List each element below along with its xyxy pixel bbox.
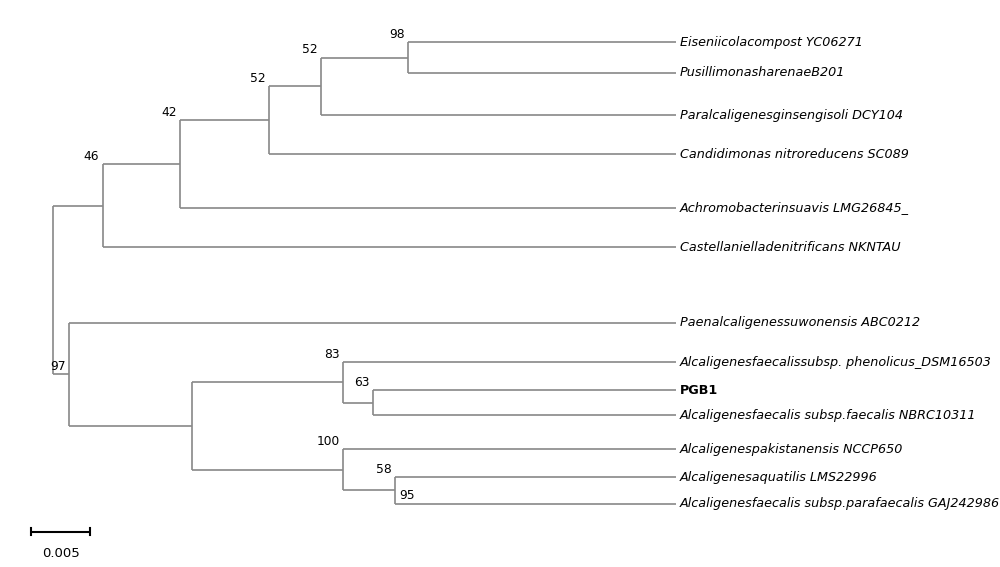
Text: 0.005: 0.005	[42, 547, 79, 560]
Text: Castellanielladenitrificans NKNTAU: Castellanielladenitrificans NKNTAU	[680, 240, 901, 253]
Text: Alcaligenesfaecalissubsp. phenolicus_DSM16503: Alcaligenesfaecalissubsp. phenolicus_DSM…	[680, 356, 992, 369]
Text: 52: 52	[250, 72, 266, 85]
Text: Alcaligenesaquatilis LMS22996: Alcaligenesaquatilis LMS22996	[680, 471, 878, 484]
Text: Paralcaligenesginsengisoli DCY104: Paralcaligenesginsengisoli DCY104	[680, 108, 903, 121]
Text: 42: 42	[161, 106, 177, 119]
Text: Alcaligenesfaecalis subsp.faecalis NBRC10311: Alcaligenesfaecalis subsp.faecalis NBRC1…	[680, 409, 977, 422]
Text: 100: 100	[316, 435, 340, 448]
Text: 52: 52	[302, 44, 317, 56]
Text: PGB1: PGB1	[680, 384, 718, 397]
Text: 97: 97	[50, 361, 66, 373]
Text: PusillimonasharenaeB201: PusillimonasharenaeB201	[680, 66, 845, 79]
Text: Achromobacterinsuavis LMG26845_: Achromobacterinsuavis LMG26845_	[680, 201, 909, 214]
Text: Candidimonas nitroreducens SC089: Candidimonas nitroreducens SC089	[680, 148, 909, 161]
Text: 98: 98	[389, 28, 405, 41]
Text: 95: 95	[399, 489, 414, 502]
Text: Eiseniicolacompost YC06271: Eiseniicolacompost YC06271	[680, 36, 863, 49]
Text: 58: 58	[376, 463, 391, 476]
Text: Alcaligenesfaecalis subsp.parafaecalis GAJ242986: Alcaligenesfaecalis subsp.parafaecalis G…	[680, 497, 1000, 510]
Text: Alcaligenespakistanensis NCCP650: Alcaligenespakistanensis NCCP650	[680, 443, 903, 456]
Text: Paenalcaligenessuwonensis ABC0212: Paenalcaligenessuwonensis ABC0212	[680, 316, 920, 329]
Text: 46: 46	[84, 150, 99, 163]
Text: 83: 83	[324, 348, 340, 361]
Text: 63: 63	[354, 376, 369, 389]
